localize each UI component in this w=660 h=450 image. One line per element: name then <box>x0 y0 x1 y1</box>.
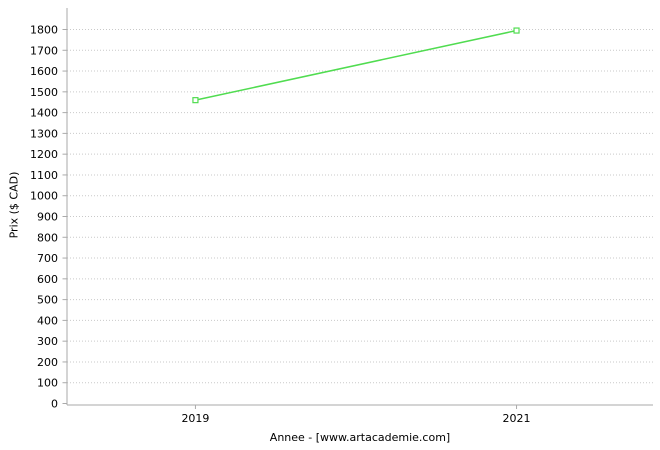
y-tick-label: 1400 <box>30 107 58 120</box>
y-tick-label: 1800 <box>30 24 58 37</box>
x-tick-label: 2019 <box>181 412 209 425</box>
x-tick-label: 2021 <box>503 412 531 425</box>
y-tick-label: 0 <box>51 398 58 411</box>
y-tick-label: 200 <box>37 356 58 369</box>
y-tick-label: 1300 <box>30 127 58 140</box>
y-axis-title: Prix ($ CAD) <box>7 171 21 239</box>
data-point-marker <box>513 27 520 34</box>
price-line <box>195 29 517 101</box>
y-tick-label: 100 <box>37 377 58 390</box>
y-tick-label: 700 <box>37 252 58 265</box>
y-tick-label: 1200 <box>30 148 58 161</box>
data-point-marker <box>192 97 199 104</box>
y-tick-label: 1700 <box>30 44 58 57</box>
y-tick-label: 500 <box>37 294 58 307</box>
x-axis-title: Annee - [www.artacademie.com] <box>269 431 451 444</box>
y-tick-label: 1100 <box>30 169 58 182</box>
y-tick-label: 900 <box>37 211 58 224</box>
y-tick-label: 600 <box>37 273 58 286</box>
y-tick-label: 1500 <box>30 86 58 99</box>
y-tick-label: 1000 <box>30 190 58 203</box>
y-tick-label: 1600 <box>30 65 58 78</box>
y-tick-label: 300 <box>37 335 58 348</box>
y-tick-label: 400 <box>37 314 58 327</box>
y-tick-label: 800 <box>37 231 58 244</box>
